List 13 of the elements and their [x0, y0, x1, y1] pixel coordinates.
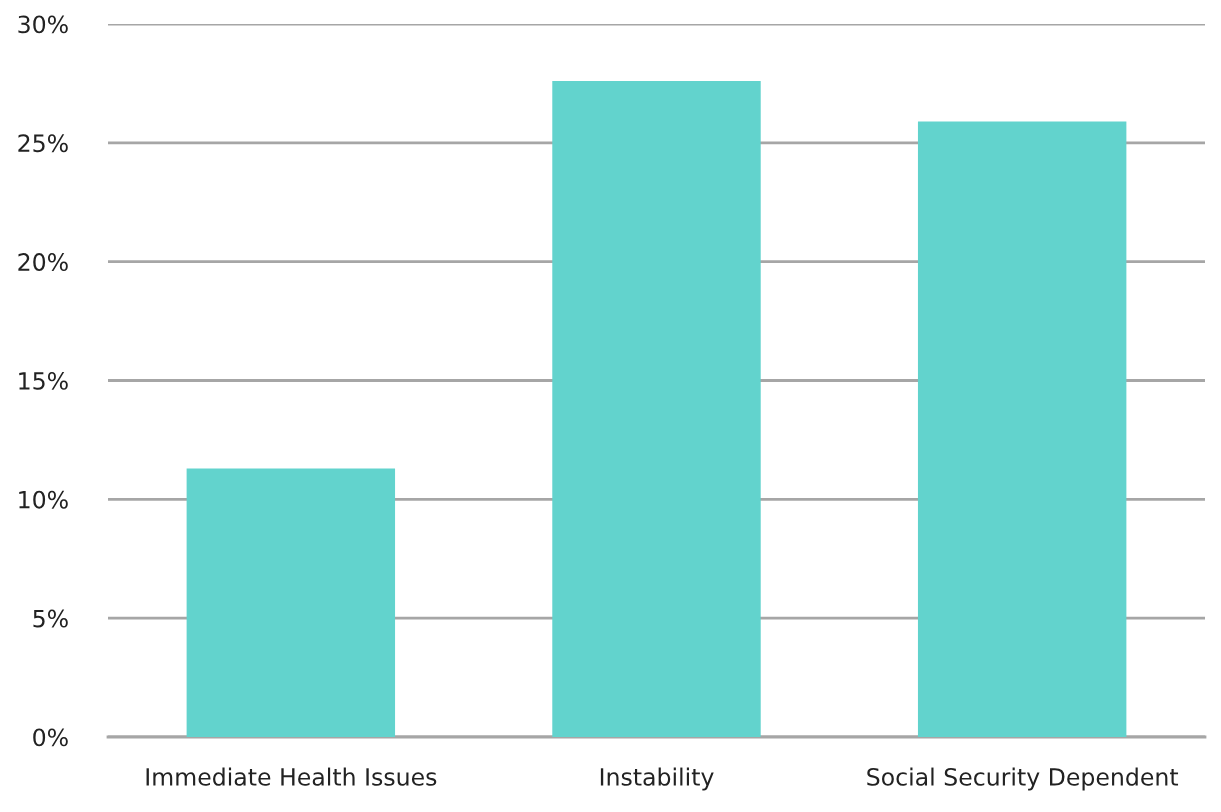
bar: [552, 81, 761, 737]
bar: [186, 468, 396, 737]
y-tick-label: 0%: [33, 728, 68, 747]
x-tick-label: Immediate Health Issues: [146, 767, 437, 786]
x-tick-label: Social Security Dependent: [867, 767, 1179, 791]
y-tick-label: 10%: [19, 490, 68, 509]
y-tick-label: 5%: [33, 609, 68, 628]
bar: [917, 121, 1127, 737]
y-tick-label: 15%: [19, 371, 68, 390]
y-tick-label: 20%: [18, 253, 68, 271]
y-tick-label: 25%: [18, 134, 68, 153]
y-tick-label: 30%: [18, 15, 68, 34]
x-tick-label: Instability: [600, 767, 714, 791]
